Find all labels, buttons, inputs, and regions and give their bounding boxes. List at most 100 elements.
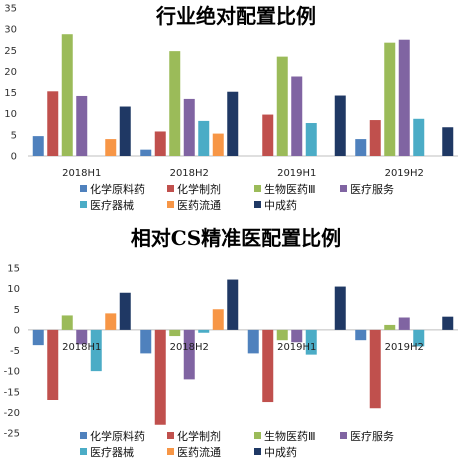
bar-2019H1-中成药 xyxy=(334,286,346,330)
bar-2018H2-中成药 xyxy=(227,279,239,330)
x-category-label: 2019H2 xyxy=(385,342,424,353)
legend-swatch xyxy=(167,185,174,192)
legend-label: 化学制剂 xyxy=(177,182,221,196)
legend-swatch xyxy=(80,448,87,455)
legend-label: 中成药 xyxy=(264,199,297,212)
bar-2018H1-医药流通 xyxy=(105,139,117,156)
bar-2018H1-医疗器械 xyxy=(90,329,102,372)
legend-swatch xyxy=(167,448,174,455)
legend-swatch xyxy=(80,432,87,439)
bar-2019H2-化学原料药 xyxy=(355,329,367,341)
legend-swatch xyxy=(254,201,261,208)
bar-2019H1-化学制剂 xyxy=(262,114,274,156)
y-tick-label: -15 xyxy=(4,387,20,398)
bar-2018H2-化学制剂 xyxy=(154,131,166,156)
legend-label: 化学制剂 xyxy=(177,429,221,443)
bar-2018H2-化学原料药 xyxy=(140,149,152,156)
legend-label: 化学原料药 xyxy=(90,429,145,443)
bar-2019H1-医疗服务 xyxy=(291,329,303,343)
chart-title: 行业绝对配置比例 xyxy=(155,4,316,28)
y-tick-label: -10 xyxy=(4,367,20,378)
bar-2019H1-医疗服务 xyxy=(291,76,303,156)
bar-2019H2-中成药 xyxy=(442,316,454,330)
y-tick-label: -5 xyxy=(10,346,20,357)
bar-2018H1-生物医药Ⅲ xyxy=(61,315,73,330)
bar-2019H1-生物医药Ⅲ xyxy=(276,329,288,341)
bar-2018H2-生物医药Ⅲ xyxy=(169,329,181,337)
bar-2018H2-医药流通 xyxy=(212,309,224,330)
relative-allocation-chart: 相对CS精准医配置比例 -25 -20 -15 -10 -5 0 5 10 15 2018H1 2… xyxy=(4,226,458,459)
bar-2019H2-医疗器械 xyxy=(413,329,425,347)
x-category-label: 2018H1 xyxy=(62,342,101,353)
bar-2018H1-中成药 xyxy=(119,106,131,156)
bar-2018H1-医疗服务 xyxy=(76,329,88,345)
chart-title: 相对CS精准医配置比例 xyxy=(131,226,341,250)
bar-2019H1-化学原料药 xyxy=(247,329,259,354)
legend-label: 医药流通 xyxy=(177,445,221,459)
legend-label: 医疗服务 xyxy=(350,429,394,443)
x-category-label: 2019H1 xyxy=(277,342,316,353)
x-category-label: 2018H1 xyxy=(62,168,101,179)
bar-2018H1-生物医药Ⅲ xyxy=(61,34,73,156)
y-tick-label: 10 xyxy=(7,284,20,295)
legend-swatch xyxy=(340,185,347,192)
legend-label: 化学原料药 xyxy=(90,182,145,196)
x-category-label: 2019H2 xyxy=(385,168,424,179)
legend-swatch xyxy=(80,201,87,208)
legend-swatch xyxy=(254,432,261,439)
bar-2018H1-中成药 xyxy=(119,292,131,330)
bar-2019H2-中成药 xyxy=(442,127,454,156)
bar-2018H2-中成药 xyxy=(227,91,239,156)
y-tick-label: 15 xyxy=(4,88,17,99)
y-tick-label: 5 xyxy=(14,305,20,316)
legend-swatch xyxy=(254,185,261,192)
bar-2019H2-医疗器械 xyxy=(413,118,425,156)
bar-2018H2-医疗器械 xyxy=(198,329,210,333)
bar-2019H1-化学制剂 xyxy=(262,329,274,403)
bar-2018H1-医药流通 xyxy=(105,313,117,330)
bar-2019H1-中成药 xyxy=(334,95,346,156)
bar-2018H2-化学制剂 xyxy=(154,329,166,425)
bar-2018H1-化学原料药 xyxy=(32,136,44,156)
legend-label: 中成药 xyxy=(264,446,297,459)
legend-label: 生物医药Ⅲ xyxy=(264,429,316,443)
y-tick-label: 20 xyxy=(4,67,17,78)
bar-2018H2-生物医药Ⅲ xyxy=(169,51,181,157)
x-category-label: 2019H1 xyxy=(277,168,316,179)
legend-label: 医药流通 xyxy=(177,198,221,212)
y-tick-label: 25 xyxy=(4,46,17,57)
legend-label: 医疗器械 xyxy=(90,198,134,212)
legend-swatch xyxy=(80,185,87,192)
legend-label: 生物医药Ⅲ xyxy=(264,182,316,196)
bar-2019H2-生物医药Ⅲ xyxy=(384,324,396,330)
bar-2019H1-医疗器械 xyxy=(305,329,317,355)
legend-label: 医疗器械 xyxy=(90,445,134,459)
y-tick-label: 5 xyxy=(11,130,17,141)
bar-2018H2-医疗器械 xyxy=(198,120,210,156)
legend-swatch xyxy=(340,432,347,439)
y-tick-label: 0 xyxy=(11,152,17,163)
bar-2018H2-医药流通 xyxy=(212,133,224,156)
y-tick-label: 0 xyxy=(14,325,20,336)
y-tick-label: 30 xyxy=(4,25,17,36)
bar-2019H2-化学制剂 xyxy=(369,120,381,156)
bar-2019H1-医疗器械 xyxy=(305,123,317,156)
bar-2018H2-医疗服务 xyxy=(183,98,195,156)
absolute-allocation-chart: 行业绝对配置比例 0 5 10 15 20 25 30 35 2018H1 2018H2 2019… xyxy=(4,4,458,212)
bar-2019H2-生物医药Ⅲ xyxy=(384,42,396,156)
bar-2019H2-化学制剂 xyxy=(369,329,381,409)
y-tick-label: -20 xyxy=(4,408,20,419)
bar-2018H1-化学原料药 xyxy=(32,329,44,346)
legend-swatch xyxy=(254,448,261,455)
bar-2018H2-化学原料药 xyxy=(140,329,152,354)
bar-2019H2-医疗服务 xyxy=(398,39,410,156)
y-tick-label: 15 xyxy=(7,264,20,275)
bar-2019H1-生物医药Ⅲ xyxy=(276,56,288,156)
legend-label: 医疗服务 xyxy=(350,182,394,196)
bar-2018H2-医疗服务 xyxy=(183,329,195,380)
bar-2019H2-医疗服务 xyxy=(398,317,410,330)
bar-2018H1-化学制剂 xyxy=(47,329,59,400)
y-tick-label: 35 xyxy=(4,4,17,15)
bar-2018H1-医疗服务 xyxy=(76,95,88,156)
